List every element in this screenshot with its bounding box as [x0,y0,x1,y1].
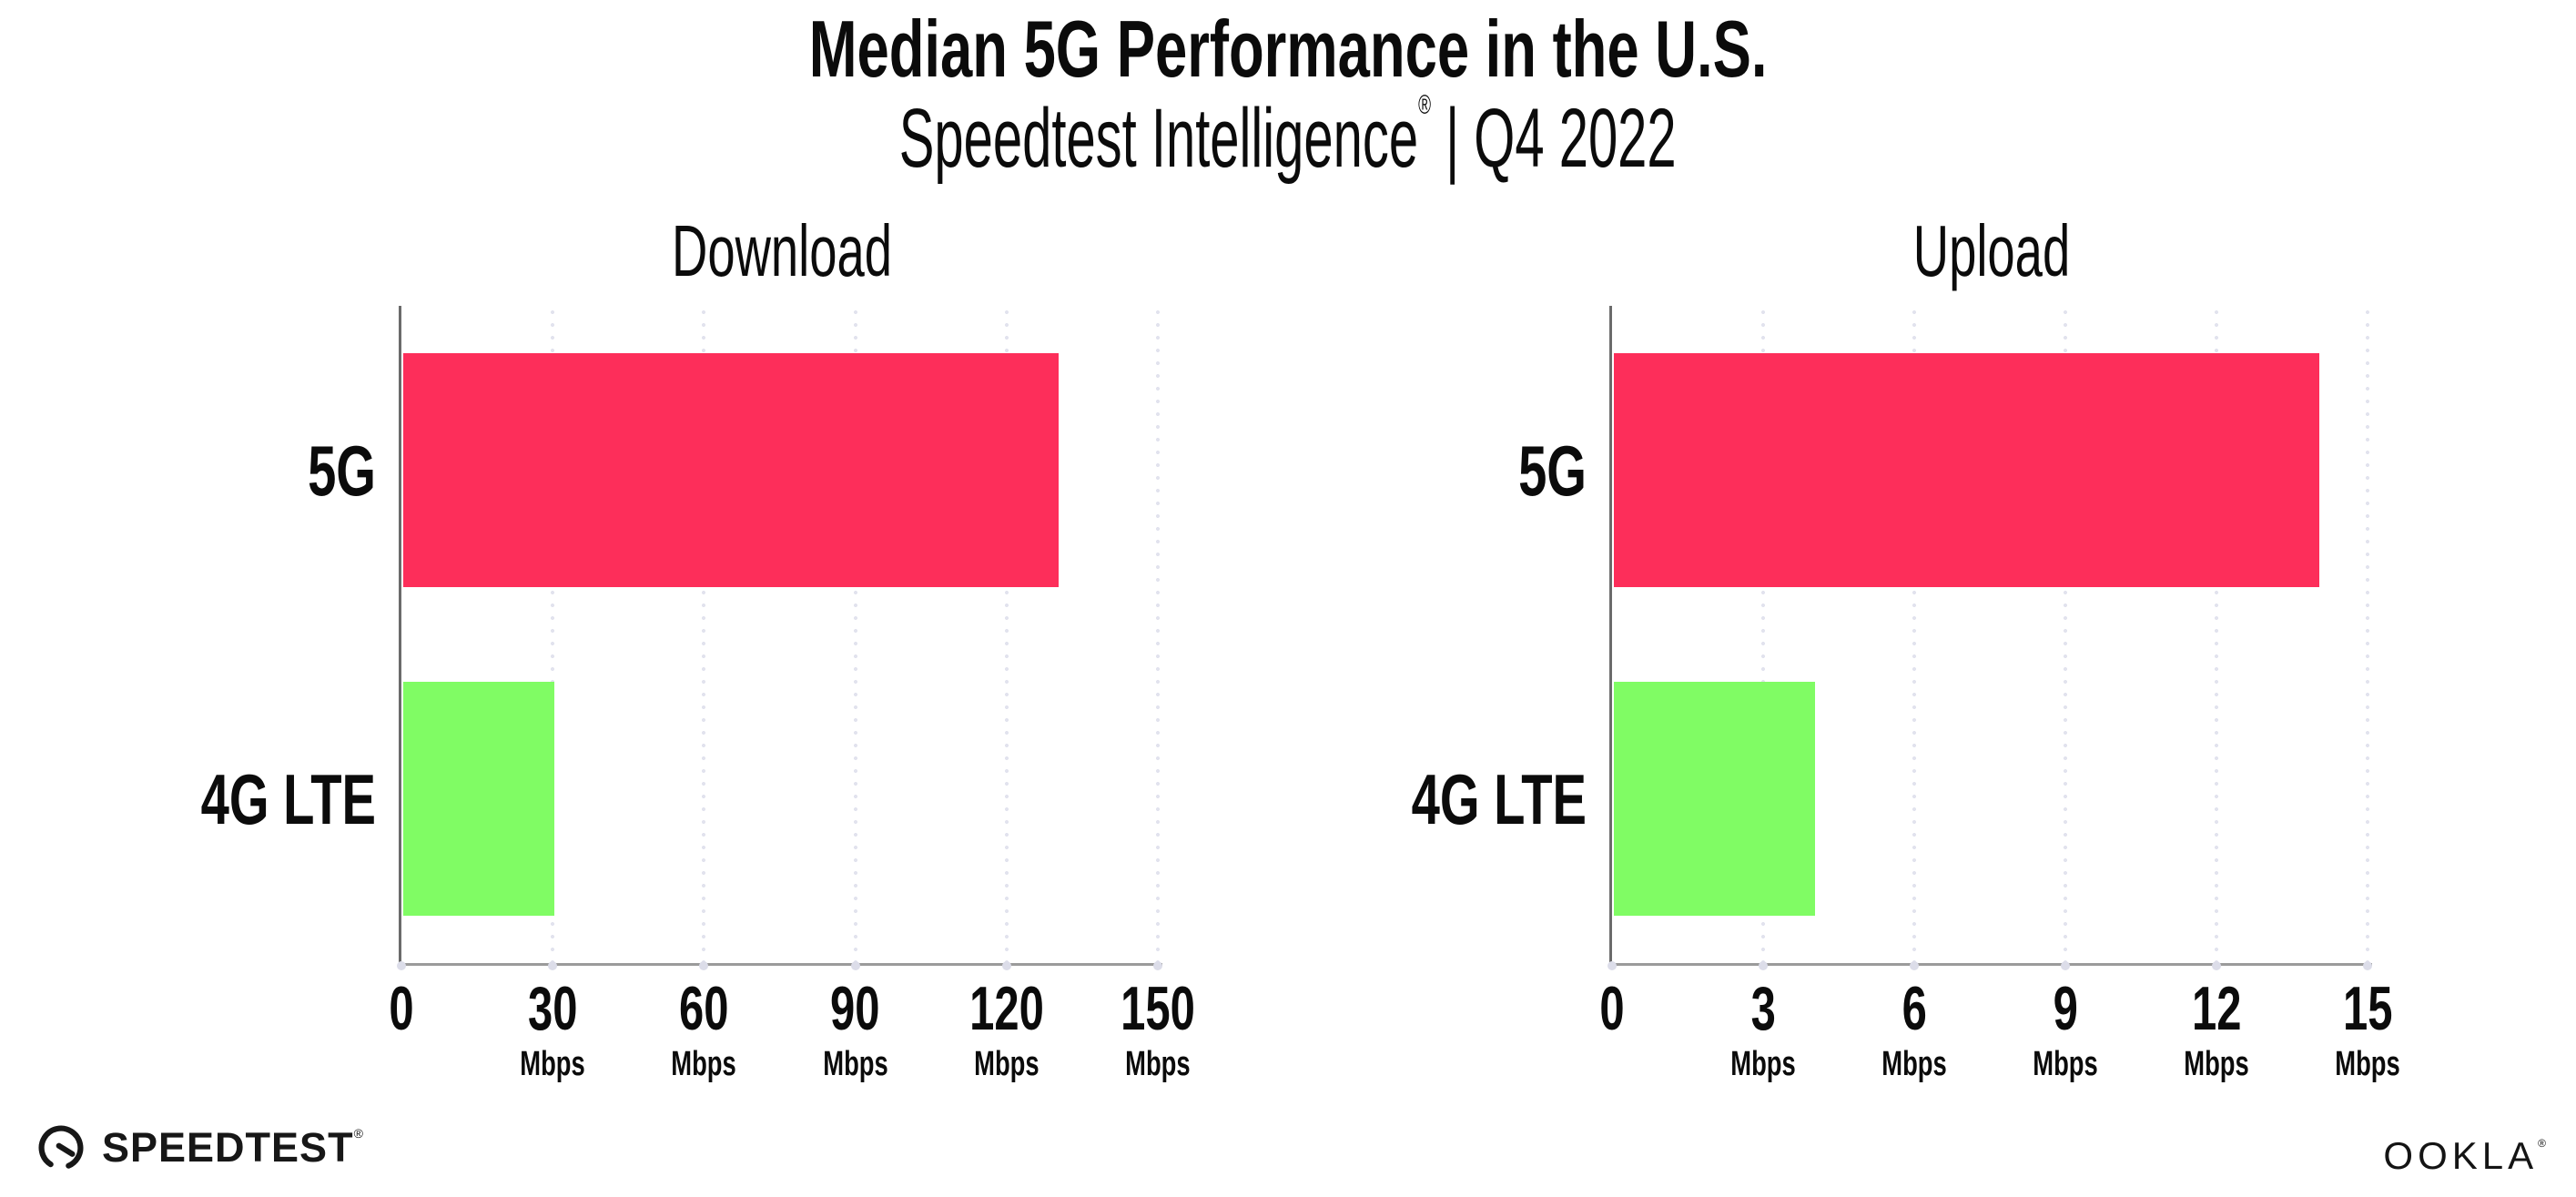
y-axis-download [399,306,401,966]
ylabel-upload-4g-lte: 4G LTE [1411,758,1587,839]
tick-unit-upload-9: Mbps [2033,1045,2098,1083]
gridline-upload-6 [1912,306,1916,963]
tick-mark-upload-0 [1607,961,1617,970]
tick-label-download-0: 0 [384,978,419,1040]
download-plot: 5G 4G LTE 0 30 Mbps 60 Mbps 90 Mbps 120 Mbps 150 Mbp… [201,306,1195,1081]
tick-unit-download-150: Mbps [1125,1045,1191,1083]
page-title-text: Median 5G Performance in the U.S. [808,4,1768,94]
tick-mark-download-120 [1001,961,1011,970]
subtitle-quarter: | Q4 2022 [1445,92,1677,185]
upload-plot: 5G 4G LTE 0 3 Mbps 6 Mbps 9 Mbps 12 Mbps 15 Mbps [1412,306,2400,1081]
tick-unit-download-120: Mbps [974,1045,1040,1083]
tick-unit-download-90: Mbps [822,1045,888,1083]
ookla-registered-icon: ® [2538,1137,2551,1150]
ylabel-download-4g-lte: 4G LTE [200,758,376,839]
gridline-download-120 [1004,306,1009,963]
page-title: Median 5G Performance in the U.S. [0,9,2576,89]
ookla-wordmark: OOKLA® [2383,1134,2551,1177]
tick-unit-download-60: Mbps [671,1045,737,1083]
gridline-upload-15 [2365,306,2369,963]
tick-number-upload-15: 15 [2342,974,2393,1043]
gridline-upload-3 [1760,306,1765,963]
tick-number-download-90: 90 [830,974,880,1043]
tick-number-download-0: 0 [389,974,414,1043]
tick-mark-download-60 [699,961,709,970]
gridline-download-90 [853,306,857,963]
tick-unit-download-30: Mbps [520,1045,585,1083]
ookla-logo: OOKLA® [2383,1134,2551,1178]
tick-mark-download-0 [397,961,406,970]
registered-trademark-icon: ® [1418,90,1432,120]
tick-label-upload-3: 3 Mbps [1718,978,1808,1081]
gridline-download-60 [702,306,706,963]
ylabel-download-5g: 5G [308,430,376,511]
upload-chart-title: Upload [1912,210,2071,291]
gridline-upload-9 [2063,306,2067,963]
tick-mark-upload-15 [2362,961,2372,970]
bar-upload-4g-lte [1614,682,1815,916]
bar-download-4g-lte [403,682,554,916]
tick-number-download-30: 30 [527,974,578,1043]
tick-mark-download-150 [1152,961,1162,970]
speedtest-gauge-icon [38,1125,84,1171]
tick-mark-download-90 [850,961,860,970]
tick-mark-download-30 [548,961,558,970]
gridline-download-30 [551,306,555,963]
tick-label-download-120: 120 Mbps [955,978,1058,1081]
tick-label-download-150: 150 Mbps [1106,978,1209,1081]
subtitle-brand: Speedtest Intelligence [899,92,1419,185]
tick-label-download-90: 90 Mbps [810,978,900,1081]
ylabel-upload-5g: 5G [1518,430,1587,511]
tick-label-download-30: 30 Mbps [508,978,598,1081]
y-axis-upload [1609,306,1612,966]
page-subtitle-text: Speedtest Intelligence® | Q4 2022 [899,91,1677,183]
tick-number-upload-6: 6 [1902,974,1927,1043]
tick-unit-upload-15: Mbps [2335,1045,2400,1083]
tick-unit-upload-3: Mbps [1730,1045,1796,1083]
tick-number-upload-9: 9 [2053,974,2078,1043]
tick-mark-upload-6 [1909,961,1919,970]
gridline-download-150 [1155,306,1160,963]
tick-number-upload-12: 12 [2191,974,2242,1043]
tick-label-upload-9: 9 Mbps [2020,978,2110,1081]
page-subtitle: Speedtest Intelligence® | Q4 2022 [0,91,2576,183]
gridline-upload-12 [2214,306,2218,963]
tick-number-download-150: 150 [1121,974,1195,1043]
tick-label-upload-12: 12 Mbps [2171,978,2261,1081]
tick-unit-upload-6: Mbps [1881,1045,1947,1083]
tick-number-upload-0: 0 [1599,974,1625,1043]
tick-number-upload-3: 3 [1750,974,1776,1043]
tick-number-download-60: 60 [679,974,729,1043]
tick-label-upload-6: 6 Mbps [1869,978,1959,1081]
tick-label-upload-15: 15 Mbps [2322,978,2412,1081]
bar-upload-5g [1614,353,2319,587]
tick-label-download-60: 60 Mbps [659,978,749,1081]
bar-download-5g [403,353,1059,587]
download-chart-title: Download [672,210,892,291]
speedtest-logo: SPEEDTEST® [36,1123,364,1172]
speedtest-wordmark: SPEEDTEST® [102,1124,364,1171]
x-axis-download [399,963,1162,966]
tick-unit-upload-12: Mbps [2184,1045,2249,1083]
tick-mark-upload-3 [1758,961,1768,970]
tick-mark-upload-9 [2060,961,2070,970]
tick-label-upload-0: 0 [1595,978,1629,1040]
tick-number-download-120: 120 [969,974,1044,1043]
tick-mark-upload-12 [2211,961,2221,970]
x-axis-upload [1609,963,2372,966]
speedtest-registered-icon: ® [353,1126,364,1141]
